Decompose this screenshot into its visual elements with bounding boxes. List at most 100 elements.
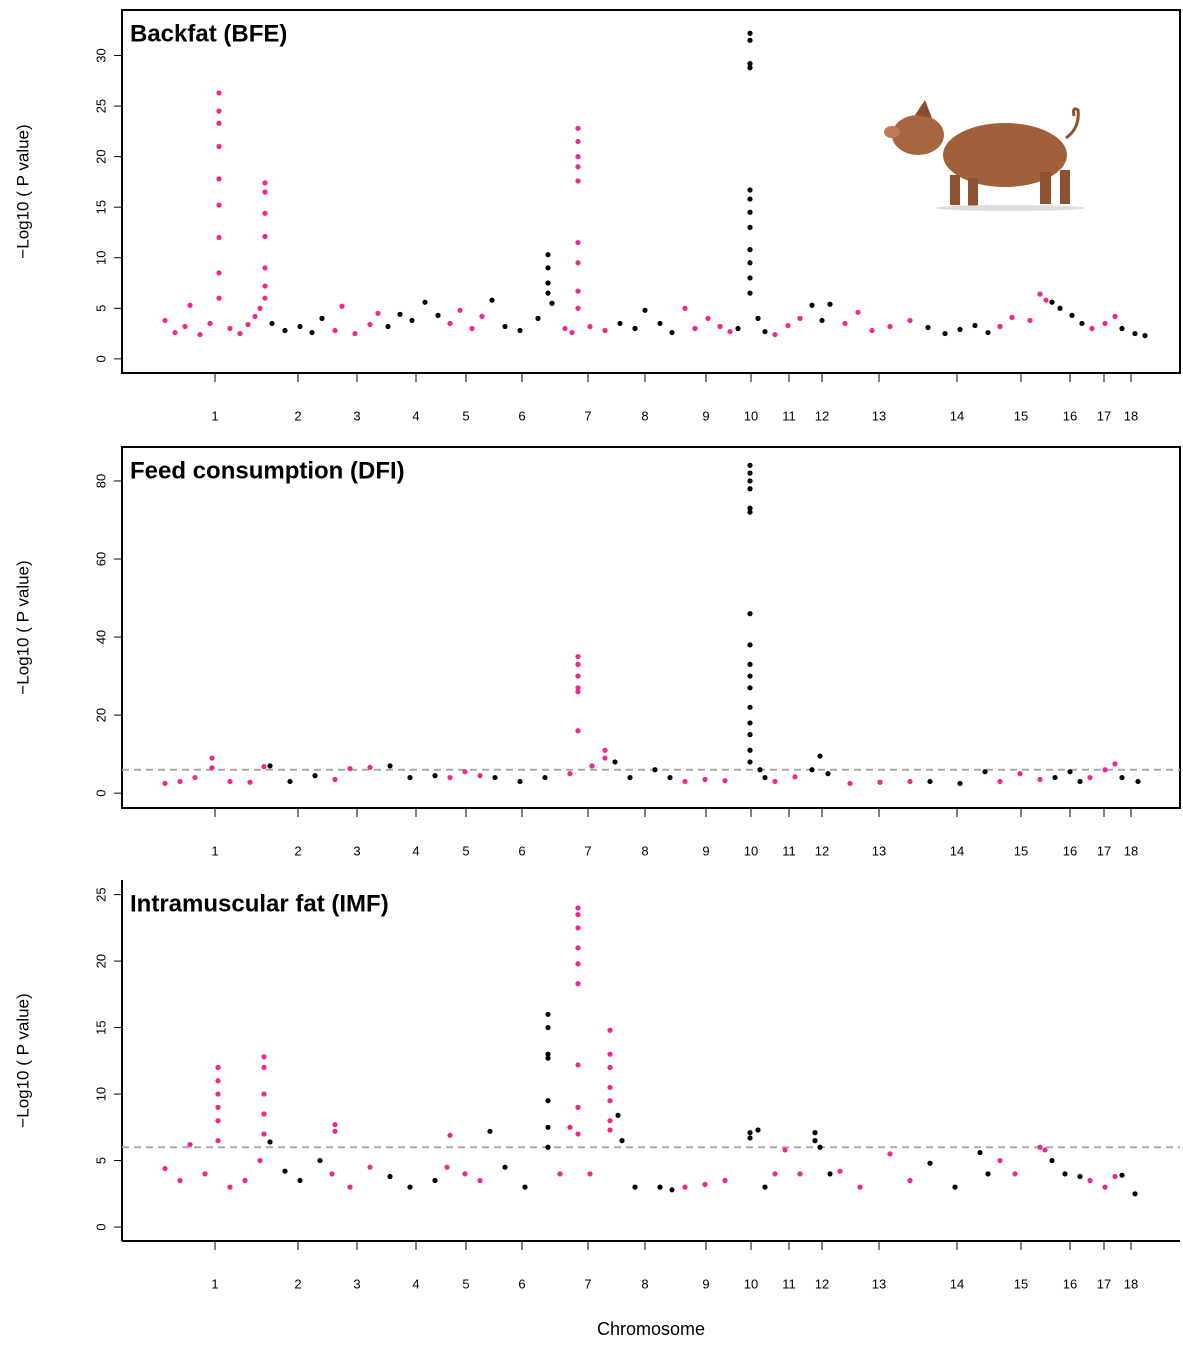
snp-point	[722, 778, 728, 784]
snp-point	[1087, 1177, 1093, 1184]
snp-point	[227, 325, 233, 332]
y-tick-label: 20	[93, 708, 108, 722]
snp-point	[602, 747, 608, 753]
snp-point	[747, 209, 753, 215]
snp-point	[927, 778, 933, 785]
snp-point	[747, 486, 753, 492]
snp-point	[812, 1138, 818, 1144]
snp-point	[1077, 778, 1083, 785]
snp-point	[762, 1184, 768, 1190]
snp-point	[1027, 317, 1033, 324]
y-tick-label: 25	[93, 887, 108, 901]
snp-point	[842, 320, 848, 327]
snp-point	[332, 327, 338, 334]
snp-point	[197, 331, 203, 338]
snp-point	[332, 776, 338, 783]
snp-point	[982, 769, 988, 775]
x-tick-label: 2	[294, 408, 301, 423]
snp-point	[569, 329, 575, 336]
snp-point	[857, 1184, 863, 1190]
snp-point	[575, 305, 581, 311]
snp-point	[192, 774, 198, 781]
snp-point	[575, 239, 581, 246]
x-tick-label: 1	[211, 843, 218, 858]
y-tick-label: 0	[93, 790, 108, 797]
snp-point	[575, 673, 581, 679]
snp-point	[202, 1171, 208, 1177]
snp-point	[216, 234, 222, 241]
snp-point	[575, 1131, 581, 1137]
x-tick-label: 18	[1124, 843, 1138, 858]
snp-point	[457, 307, 463, 313]
snp-point	[535, 315, 541, 321]
x-tick-label: 7	[584, 1276, 591, 1291]
snp-point	[575, 689, 581, 695]
snp-point	[575, 653, 581, 660]
snp-point	[1102, 320, 1108, 327]
snp-point	[444, 1164, 450, 1170]
snp-point	[907, 778, 913, 785]
snp-point	[722, 1177, 728, 1184]
panel-title: Feed consumption (DFI)	[130, 457, 405, 484]
snp-point	[517, 327, 523, 334]
snp-point	[177, 778, 183, 785]
snp-point	[607, 1084, 613, 1091]
snp-point	[1079, 320, 1085, 327]
snp-point	[237, 330, 243, 337]
snp-point	[747, 611, 753, 617]
y-tick-label: 15	[93, 1020, 108, 1034]
snp-point	[702, 776, 708, 783]
snp-point	[177, 1177, 183, 1184]
snp-point	[907, 1177, 913, 1184]
x-tick-label: 13	[872, 1276, 886, 1291]
snp-point	[375, 310, 381, 316]
snp-point	[612, 759, 618, 765]
snp-point	[257, 1157, 263, 1164]
snp-point	[545, 1055, 551, 1061]
x-axis-label: Chromosome	[597, 1319, 705, 1339]
snp-point	[589, 763, 595, 769]
snp-point	[877, 779, 883, 785]
x-tick-label: 16	[1063, 1276, 1077, 1291]
snp-point	[517, 778, 523, 785]
x-tick-label: 3	[353, 843, 360, 858]
snp-point	[809, 302, 815, 308]
snp-point	[187, 1142, 193, 1148]
snp-point	[652, 767, 658, 773]
y-tick-label: 60	[93, 552, 108, 566]
x-tick-label: 14	[950, 1276, 964, 1291]
snp-point	[367, 764, 373, 771]
y-tick-label: 25	[93, 99, 108, 113]
snp-point	[797, 1171, 803, 1177]
snp-point	[216, 295, 222, 301]
y-tick-label: 20	[93, 149, 108, 163]
snp-point	[575, 260, 581, 266]
snp-point	[309, 329, 315, 336]
snp-point	[477, 1177, 483, 1184]
snp-point	[567, 1124, 573, 1130]
snp-point	[215, 1091, 221, 1097]
snp-point	[545, 1011, 551, 1017]
snp-point	[817, 753, 823, 759]
snp-point	[1069, 312, 1075, 318]
snp-point	[575, 1104, 581, 1110]
snp-point	[607, 1118, 613, 1124]
x-tick-label: 9	[702, 408, 709, 423]
snp-point	[522, 1184, 528, 1190]
snp-point	[557, 1171, 563, 1177]
snp-point	[262, 265, 268, 271]
snp-point	[262, 180, 268, 186]
snp-point	[809, 767, 815, 773]
x-tick-label: 7	[584, 843, 591, 858]
snp-point	[545, 1024, 551, 1031]
snp-point	[587, 323, 593, 330]
snp-point	[1017, 771, 1023, 777]
snp-point	[575, 728, 581, 734]
snp-point	[887, 1151, 893, 1157]
snp-point	[332, 1128, 338, 1134]
x-tick-label: 15	[1014, 408, 1028, 423]
snp-point	[869, 327, 875, 334]
x-tick-label: 3	[353, 408, 360, 423]
snp-point	[261, 1111, 267, 1117]
snp-point	[717, 323, 723, 330]
